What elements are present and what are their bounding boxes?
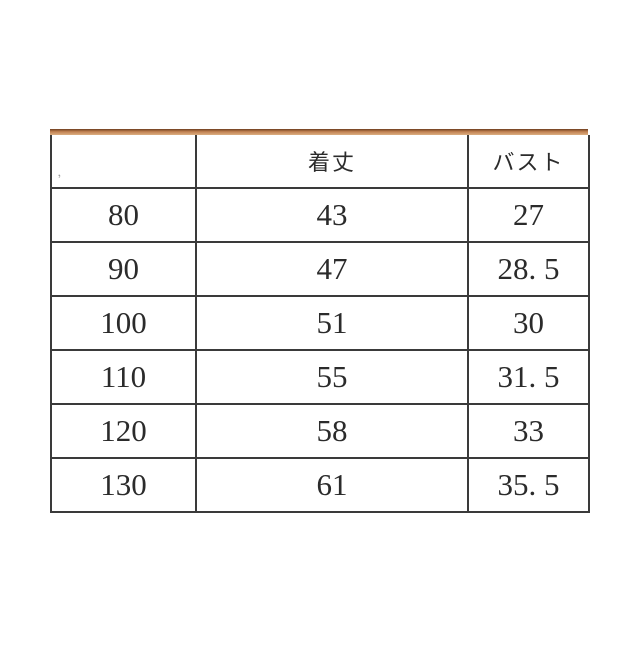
size-chart: , 着丈 バスト 80 43 27 90 47 28. 5 100 51 30 [50,129,590,513]
cell-length: 58 [195,403,469,459]
cell-length: 43 [195,187,469,243]
table-row: 100 51 30 [50,295,590,351]
cell-bust: 30 [467,295,590,351]
table-header-row: , 着丈 バスト [50,135,590,189]
stray-mark: , [55,163,62,180]
table-row: 130 61 35. 5 [50,457,590,513]
cell-length: 55 [195,349,469,405]
cell-bust: 27 [467,187,590,243]
table-row: 120 58 33 [50,403,590,459]
cell-size: 120 [50,403,197,459]
cell-size: 90 [50,241,197,297]
cell-bust: 33 [467,403,590,459]
cell-size: 110 [50,349,197,405]
cell-bust: 31. 5 [467,349,590,405]
header-cell-length: 着丈 [195,135,469,189]
header-cell-bust: バスト [467,135,590,189]
size-table: , 着丈 バスト 80 43 27 90 47 28. 5 100 51 30 [50,135,590,513]
cell-bust: 35. 5 [467,457,590,513]
accent-bar [50,129,588,135]
table-row: 110 55 31. 5 [50,349,590,405]
cell-size: 130 [50,457,197,513]
cell-length: 51 [195,295,469,351]
cell-bust: 28. 5 [467,241,590,297]
cell-size: 100 [50,295,197,351]
cell-size: 80 [50,187,197,243]
cell-length: 61 [195,457,469,513]
header-cell-size: , [50,135,197,189]
cell-length: 47 [195,241,469,297]
table-row: 80 43 27 [50,187,590,243]
table-row: 90 47 28. 5 [50,241,590,297]
